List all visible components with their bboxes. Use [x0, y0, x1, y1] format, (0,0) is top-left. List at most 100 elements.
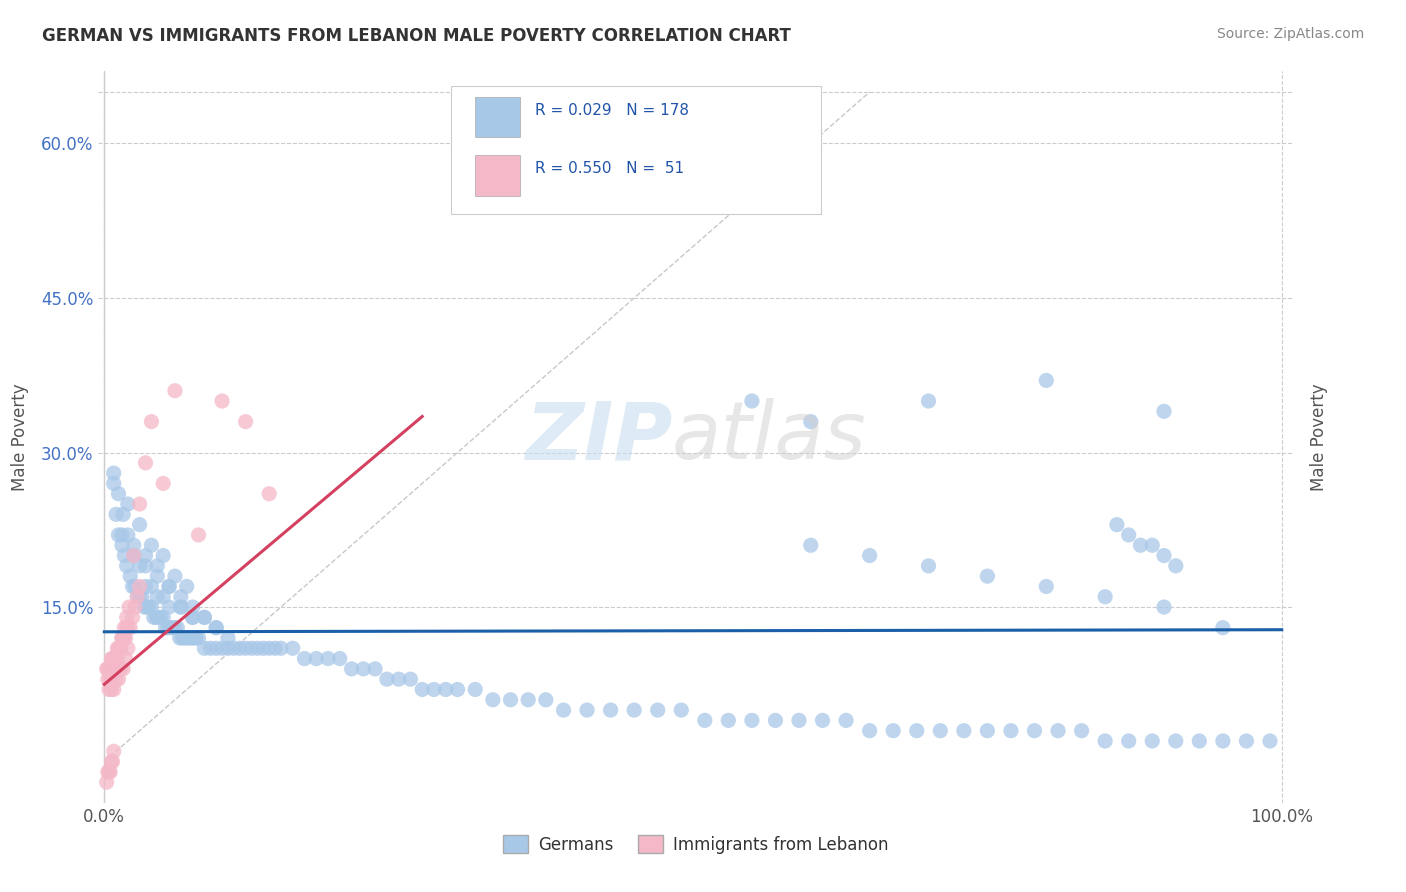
Point [98, 662, 121, 676]
Text: Source: ZipAtlas.com: Source: ZipAtlas.com [1216, 27, 1364, 41]
Point [103, 476, 125, 491]
Point [118, 600, 141, 615]
Point [176, 579, 198, 593]
Point [97, 672, 120, 686]
Point [103, 466, 125, 480]
Point [340, 662, 363, 676]
Point [128, 558, 150, 573]
Point [122, 549, 145, 563]
Point [127, 590, 149, 604]
Point [134, 558, 156, 573]
Point [1105, 517, 1128, 532]
Point [187, 631, 209, 645]
Point [859, 549, 882, 563]
Point [152, 476, 174, 491]
Point [100, 682, 122, 697]
Point [411, 682, 433, 697]
Point [157, 600, 180, 615]
Point [423, 682, 446, 697]
Point [180, 631, 202, 645]
Point [1118, 528, 1140, 542]
Point [114, 651, 136, 665]
Point [146, 569, 169, 583]
Point [105, 651, 128, 665]
Point [141, 600, 163, 615]
Point [105, 641, 128, 656]
Point [464, 682, 486, 697]
Point [135, 600, 157, 615]
Point [1212, 621, 1234, 635]
Point [110, 662, 132, 676]
Point [120, 569, 142, 583]
Point [187, 528, 209, 542]
Point [152, 610, 174, 624]
Point [96, 775, 118, 789]
Point [499, 693, 522, 707]
Point [163, 621, 186, 635]
Point [1142, 734, 1164, 748]
Point [976, 569, 998, 583]
Point [157, 579, 180, 593]
Point [217, 631, 239, 645]
Point [170, 631, 193, 645]
Point [120, 621, 142, 635]
Point [446, 682, 468, 697]
Point [98, 672, 121, 686]
Point [399, 672, 422, 686]
Point [98, 764, 121, 779]
Point [240, 641, 263, 656]
Point [222, 641, 245, 656]
Point [170, 600, 193, 615]
Point [104, 662, 127, 676]
Point [155, 621, 177, 635]
Point [131, 590, 153, 604]
Point [156, 621, 179, 635]
Point [100, 651, 122, 665]
Point [159, 621, 181, 635]
Point [107, 528, 129, 542]
Point [107, 487, 129, 501]
Point [111, 538, 134, 552]
Point [105, 508, 128, 522]
Point [1164, 734, 1187, 748]
Point [1153, 549, 1175, 563]
Point [186, 631, 208, 645]
Point [1153, 600, 1175, 615]
Point [98, 764, 121, 779]
Point [115, 610, 138, 624]
Point [110, 641, 132, 656]
Point [553, 703, 575, 717]
Point [117, 621, 139, 635]
Point [882, 723, 904, 738]
Point [252, 641, 274, 656]
Point [103, 682, 125, 697]
Point [1070, 723, 1092, 738]
Point [128, 517, 150, 532]
Point [235, 641, 257, 656]
Text: GERMAN VS IMMIGRANTS FROM LEBANON MALE POVERTY CORRELATION CHART: GERMAN VS IMMIGRANTS FROM LEBANON MALE P… [42, 27, 792, 45]
Point [152, 549, 174, 563]
Text: ZIP: ZIP [524, 398, 672, 476]
Point [108, 641, 131, 656]
Point [1000, 723, 1022, 738]
Point [122, 549, 145, 563]
Point [176, 631, 198, 645]
Point [141, 579, 163, 593]
Point [1129, 538, 1152, 552]
Point [112, 662, 135, 676]
Point [647, 703, 669, 717]
Legend: Germans, Immigrants from Lebanon: Germans, Immigrants from Lebanon [496, 829, 896, 860]
Point [1118, 734, 1140, 748]
Point [534, 693, 557, 707]
Point [169, 631, 191, 645]
Point [146, 558, 169, 573]
Point [134, 579, 156, 593]
Point [364, 662, 387, 676]
Point [1188, 734, 1211, 748]
Point [917, 394, 939, 409]
Point [205, 621, 228, 635]
Point [193, 610, 215, 624]
Point [811, 714, 834, 728]
Point [929, 723, 952, 738]
Point [671, 703, 693, 717]
